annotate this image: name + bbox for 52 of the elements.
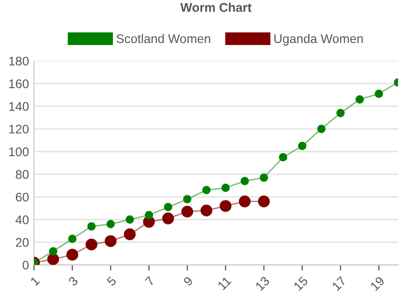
legend-label: Scotland Women (116, 34, 210, 44)
point (144, 210, 154, 220)
point (162, 212, 174, 224)
x-tick-label: 17 (332, 276, 346, 291)
point (240, 176, 249, 186)
y-tick-label: 100 (9, 147, 29, 156)
point (126, 215, 134, 224)
point (183, 195, 192, 204)
point (87, 222, 96, 231)
point (260, 173, 268, 182)
point (68, 234, 76, 243)
point (220, 200, 232, 212)
y-tick-label: 180 (9, 56, 29, 66)
point (202, 186, 211, 194)
point (124, 228, 136, 240)
point (48, 247, 58, 256)
point (238, 196, 251, 208)
x-tick-label: 15 (293, 276, 308, 291)
x-tick-label: 1 (30, 276, 40, 286)
point (200, 204, 212, 216)
y-tick-label: 40 (16, 215, 29, 224)
x-tick-label: 3 (68, 276, 78, 286)
y-tick-label: 0 (22, 260, 29, 270)
y-tick-label: 20 (16, 238, 29, 247)
y-tick-label: 80 (16, 170, 29, 179)
point (47, 253, 60, 265)
point (164, 202, 172, 212)
x-tick-label: 5 (106, 276, 117, 286)
point (317, 124, 326, 134)
point (221, 184, 230, 192)
legend-label: Uganda Women (274, 34, 363, 46)
y-tick-label: 60 (16, 192, 29, 202)
point (66, 248, 78, 261)
point (336, 108, 345, 118)
point (181, 206, 194, 218)
x-tick-label: 7 (144, 276, 155, 286)
y-tick-label: 160 (9, 79, 29, 88)
x-tick-label: 9 (182, 276, 194, 286)
point (86, 238, 98, 250)
point (278, 153, 288, 162)
point (374, 90, 384, 98)
y-tick-label: 140 (9, 102, 29, 111)
point (258, 196, 270, 208)
x-tick-label: 13 (254, 276, 270, 291)
point (298, 142, 306, 150)
chart-title: Worm Chart (180, 2, 252, 12)
x-tick-label: 19 (370, 276, 385, 291)
x-tick-label: 11 (217, 276, 232, 290)
point (106, 220, 115, 228)
y-tick-label: 120 (9, 124, 29, 134)
point (104, 235, 117, 248)
point (356, 95, 364, 104)
